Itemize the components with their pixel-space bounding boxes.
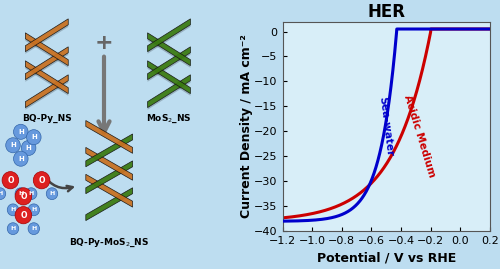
Circle shape (8, 223, 18, 235)
Text: H: H (31, 207, 36, 212)
Polygon shape (148, 47, 190, 80)
Polygon shape (148, 33, 190, 66)
Circle shape (0, 188, 6, 200)
Text: H: H (18, 129, 24, 135)
Polygon shape (26, 75, 68, 108)
Circle shape (26, 130, 41, 145)
Polygon shape (148, 39, 190, 68)
Text: O: O (20, 211, 26, 220)
Polygon shape (86, 121, 132, 153)
Title: HER: HER (367, 3, 405, 21)
Circle shape (2, 172, 18, 189)
Polygon shape (26, 81, 68, 110)
Text: BQ-Py-MoS$_2$_NS: BQ-Py-MoS$_2$_NS (69, 237, 150, 249)
Text: H: H (10, 207, 16, 212)
Text: H: H (26, 145, 32, 151)
Polygon shape (148, 67, 190, 96)
Text: BQ-Py_NS: BQ-Py_NS (22, 114, 72, 123)
Circle shape (22, 140, 36, 155)
Text: H: H (31, 134, 36, 140)
Y-axis label: Current Density / mA cm⁻²: Current Density / mA cm⁻² (240, 34, 253, 218)
Text: O: O (38, 176, 45, 185)
Polygon shape (26, 53, 68, 82)
Circle shape (46, 188, 58, 200)
Polygon shape (26, 47, 68, 80)
Text: H: H (31, 226, 36, 231)
Polygon shape (86, 174, 132, 207)
Circle shape (28, 223, 40, 235)
Circle shape (15, 188, 26, 200)
Polygon shape (148, 61, 190, 94)
Circle shape (14, 124, 28, 139)
Text: H: H (28, 191, 34, 196)
Circle shape (15, 188, 32, 205)
Polygon shape (148, 19, 190, 52)
Text: H: H (10, 142, 16, 148)
Circle shape (6, 138, 20, 153)
Polygon shape (148, 25, 190, 54)
Text: Sea-water: Sea-water (378, 96, 395, 157)
Polygon shape (86, 147, 132, 180)
Circle shape (26, 188, 37, 200)
Circle shape (28, 204, 40, 216)
Text: O: O (7, 176, 14, 185)
Polygon shape (148, 75, 190, 108)
Polygon shape (86, 161, 132, 194)
Polygon shape (86, 188, 132, 221)
Polygon shape (26, 33, 68, 66)
X-axis label: Potential / V vs RHE: Potential / V vs RHE (316, 252, 456, 265)
Polygon shape (148, 81, 190, 110)
Text: H: H (0, 191, 2, 196)
Text: +: + (94, 33, 114, 53)
Circle shape (15, 207, 32, 224)
Text: O: O (20, 192, 26, 201)
Text: Acidic Medium: Acidic Medium (402, 94, 437, 179)
Polygon shape (26, 67, 68, 96)
Polygon shape (26, 25, 68, 54)
Polygon shape (86, 134, 132, 167)
Polygon shape (148, 53, 190, 82)
Text: H: H (10, 226, 16, 231)
Circle shape (14, 151, 28, 166)
Circle shape (8, 204, 18, 216)
Polygon shape (26, 39, 68, 68)
Text: H: H (50, 191, 54, 196)
Circle shape (34, 172, 50, 189)
Text: H: H (18, 156, 24, 162)
Text: H: H (18, 191, 24, 196)
Polygon shape (26, 19, 68, 52)
Polygon shape (26, 61, 68, 94)
Text: MoS$_2$_NS: MoS$_2$_NS (146, 113, 192, 125)
